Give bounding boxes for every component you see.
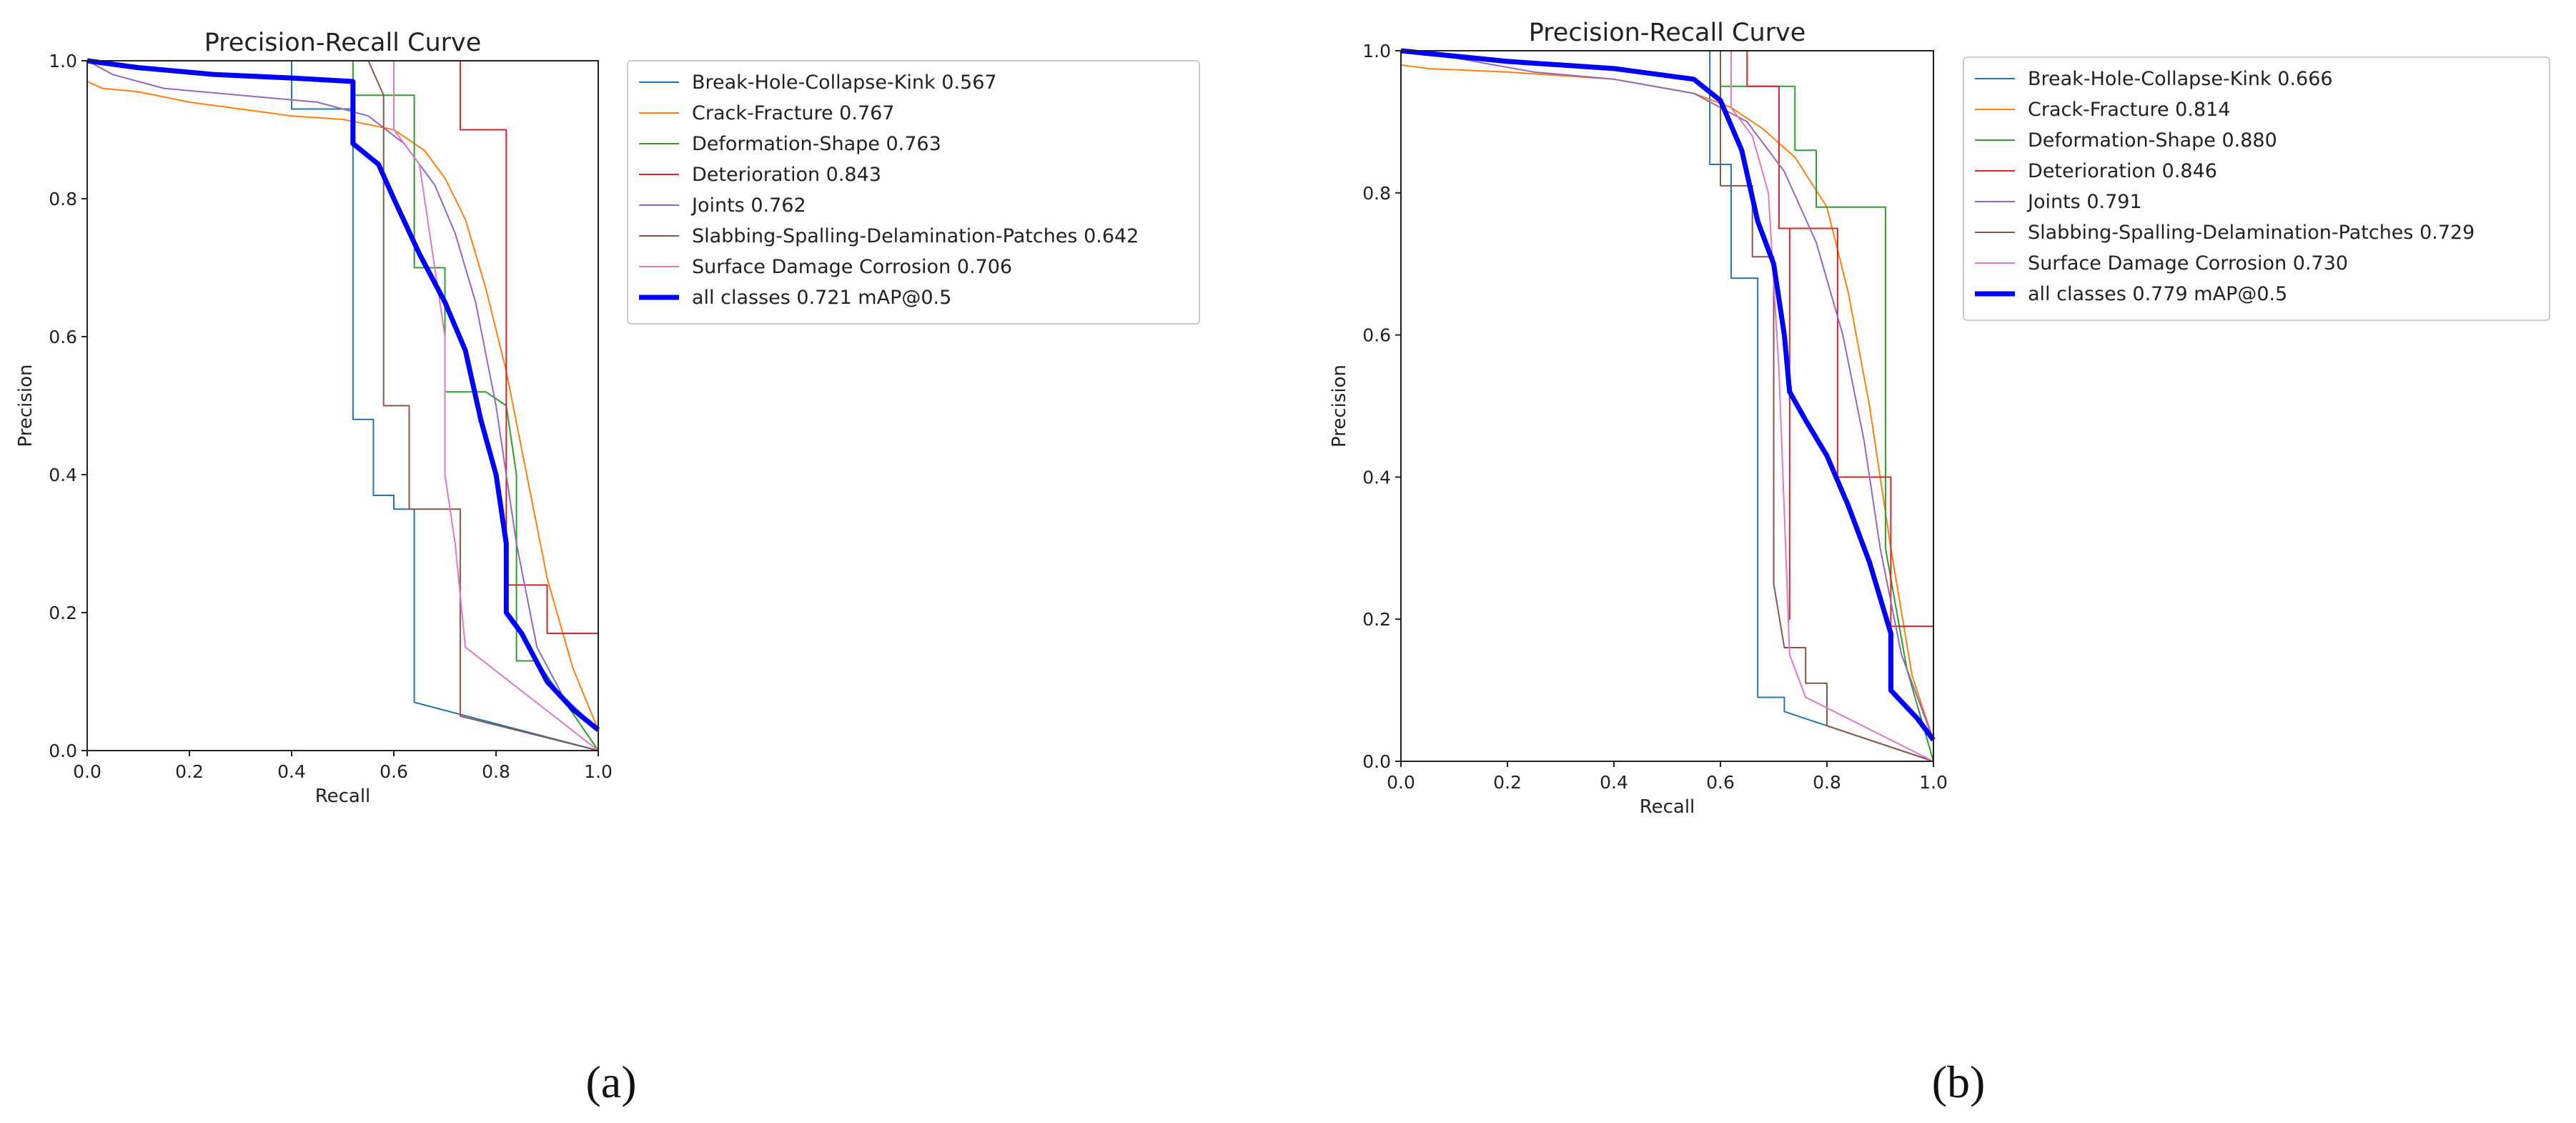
plot-frame <box>86 60 599 751</box>
series-line-4 <box>86 60 599 731</box>
y-tick-label: 0.8 <box>1362 183 1391 204</box>
plot-frame <box>1400 50 1934 762</box>
chart-title: Precision-Recall Curve <box>1529 19 1806 47</box>
series-line-3 <box>1401 50 1934 761</box>
series-line-2 <box>1401 50 1934 762</box>
y-tick-label: 0.0 <box>1362 751 1391 772</box>
x-tick-label: 0.0 <box>73 761 101 782</box>
figure-caption: (a) <box>585 1057 636 1107</box>
legend: Break-Hole-Collapse-Kink 0.567 Crack-Frac… <box>627 60 1200 325</box>
legend-entry: Crack-Fracture 0.767 <box>692 102 894 124</box>
y-tick-label: 1.0 <box>1362 41 1391 61</box>
legend: Break-Hole-Collapse-Kink 0.666 Crack-Frac… <box>1963 56 2550 321</box>
x-tick-label: 0.0 <box>1387 772 1415 793</box>
legend-entry: Break-Hole-Collapse-Kink 0.666 <box>2028 68 2333 90</box>
legend-entry: Surface Damage Corrosion 0.706 <box>692 256 1012 278</box>
series-line-0 <box>87 60 599 751</box>
legend-box <box>627 60 1200 325</box>
y-tick-label: 0.6 <box>1362 325 1391 346</box>
legend-box <box>1963 56 2550 321</box>
y-tick-label: 0.4 <box>49 465 77 485</box>
y-tick-label: 0.6 <box>49 327 77 347</box>
figure-caption: (b) <box>1932 1057 1986 1107</box>
legend-entry: Joints 0.762 <box>690 194 806 217</box>
y-tick-label: 1.0 <box>49 51 77 71</box>
series-line-3 <box>87 60 599 751</box>
x-tick-label: 0.4 <box>1600 772 1628 793</box>
legend-entry: Deformation-Shape 0.880 <box>2028 129 2277 152</box>
series-line-5 <box>87 60 599 751</box>
x-tick-label: 1.0 <box>584 761 613 782</box>
legend-entry: Slabbing-Spalling-Delamination-Patches 0… <box>2028 222 2475 244</box>
legend-entry: Break-Hole-Collapse-Kink 0.567 <box>692 71 997 94</box>
x-axis-label: Recall <box>1640 796 1695 818</box>
series-line-1 <box>1400 64 1934 741</box>
series-line-5 <box>1401 50 1934 762</box>
y-tick-label: 0.8 <box>49 189 77 209</box>
series-line-7 <box>86 58 600 732</box>
y-tick-label: 0.2 <box>49 603 77 623</box>
legend-entry: Deterioration 0.846 <box>2028 160 2217 182</box>
legend-entry: all classes 0.779 mAP@0.5 <box>2028 283 2287 305</box>
legend-entry: Crack-Fracture 0.814 <box>2028 99 2230 121</box>
x-tick-label: 0.6 <box>380 761 408 782</box>
legend-entry: Joints 0.791 <box>2026 191 2142 213</box>
x-tick-label: 0.6 <box>1706 772 1735 793</box>
legend-entry: Deformation-Shape 0.763 <box>692 133 941 155</box>
chart-title: Precision-Recall Curve <box>204 29 482 57</box>
legend-entry: Slabbing-Spalling-Delamination-Patches 0… <box>692 225 1139 247</box>
x-tick-label: 0.2 <box>1493 772 1522 793</box>
y-axis-label: Precision <box>1329 365 1350 447</box>
series-line-6 <box>87 60 599 751</box>
legend-entry: Surface Damage Corrosion 0.730 <box>2028 252 2348 274</box>
series-line-7 <box>1400 48 1936 742</box>
chart-b: Precision-Recall Curve 0.0 0.2 0.4 0.6 0.8 1.0… <box>1329 19 2550 1107</box>
x-tick-label: 0.8 <box>482 761 510 782</box>
x-tick-label: 0.8 <box>1813 772 1841 793</box>
y-tick-label: 0.0 <box>49 741 77 761</box>
series-line-6 <box>1401 50 1934 762</box>
chart-a: Precision-Recall Curve 0.0 0.2 0.4 0.6 0.8 1.0… <box>15 29 1200 1107</box>
x-axis-label: Recall <box>315 786 371 807</box>
legend-entry: Deterioration 0.843 <box>692 164 881 186</box>
y-tick-label: 0.2 <box>1362 609 1391 630</box>
series-line-2 <box>87 60 599 751</box>
legend-entry: all classes 0.721 mAP@0.5 <box>692 287 951 309</box>
x-tick-label: 0.2 <box>175 761 204 782</box>
x-tick-label: 0.4 <box>277 761 306 782</box>
series-line-4 <box>1400 50 1934 741</box>
y-tick-label: 0.4 <box>1362 467 1391 488</box>
x-tick-label: 1.0 <box>1919 772 1948 793</box>
series-line-1 <box>86 81 599 731</box>
series-line-0 <box>1401 50 1934 762</box>
y-axis-label: Precision <box>15 364 36 447</box>
